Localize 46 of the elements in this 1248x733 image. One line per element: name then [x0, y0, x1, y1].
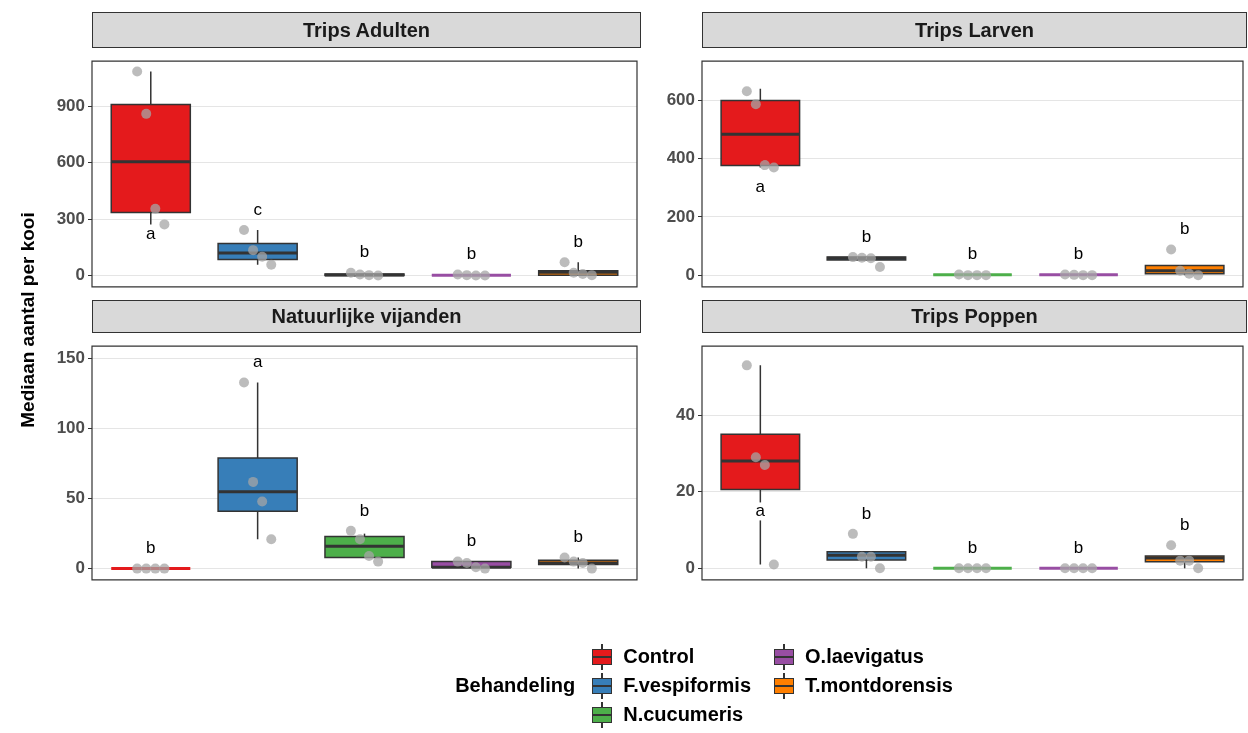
annotation: b — [967, 538, 978, 557]
y-tick-label: 50 — [66, 488, 85, 508]
y-axis-title: Mediaan aantal per kooi — [17, 212, 39, 428]
annotation: b — [573, 231, 583, 251]
y-tick-label: 300 — [56, 208, 85, 228]
annotation: a — [252, 352, 263, 372]
y-tick-label: 600 — [666, 90, 695, 110]
annotation: b — [1179, 219, 1190, 239]
chart-title: Natuurlijke vijanden — [92, 300, 641, 333]
annotation: b — [573, 527, 583, 547]
chart-title: Trips Poppen — [702, 300, 1247, 333]
annotation: b — [1073, 538, 1084, 557]
legend-label: O.laevigatus — [805, 645, 924, 668]
y-tick-label: 400 — [666, 148, 695, 168]
y-tick-label: 0 — [75, 558, 85, 578]
annotation: a — [755, 501, 766, 521]
y-tick-label: 600 — [56, 152, 85, 172]
y-tick-label: 200 — [666, 206, 695, 226]
annotation: b — [359, 242, 370, 262]
annotation: b — [861, 503, 872, 523]
y-tick-label: 100 — [56, 418, 85, 438]
y-tick-label: 0 — [685, 264, 695, 284]
annotation: b — [466, 244, 477, 264]
y-tick-label: 20 — [676, 481, 695, 501]
chart-title: Trips Larven — [702, 12, 1247, 48]
annotation: a — [146, 224, 157, 244]
chart-title: Trips Adulten — [92, 12, 641, 48]
legend-title: Behandeling — [455, 674, 576, 697]
legend-label: T.montdorensis — [805, 674, 953, 697]
annotation: b — [967, 243, 978, 263]
y-tick-label: 900 — [56, 96, 85, 116]
annotation: b — [466, 531, 477, 551]
y-tick-label: 0 — [685, 558, 695, 577]
y-tick-label: 0 — [75, 265, 85, 285]
legend-label: Control — [623, 645, 695, 668]
annotation: b — [146, 538, 156, 558]
annotation: b — [1179, 515, 1190, 535]
y-tick-label: 40 — [676, 404, 695, 424]
annotation: b — [1073, 244, 1084, 264]
legend-label: F.vespiformis — [623, 674, 752, 697]
y-tick-label: 150 — [56, 348, 85, 368]
legend-label: N.cucumeris — [623, 703, 744, 726]
annotation: b — [861, 226, 872, 246]
annotation: b — [359, 500, 370, 520]
annotation: a — [755, 177, 766, 197]
annotation: c — [253, 199, 263, 219]
